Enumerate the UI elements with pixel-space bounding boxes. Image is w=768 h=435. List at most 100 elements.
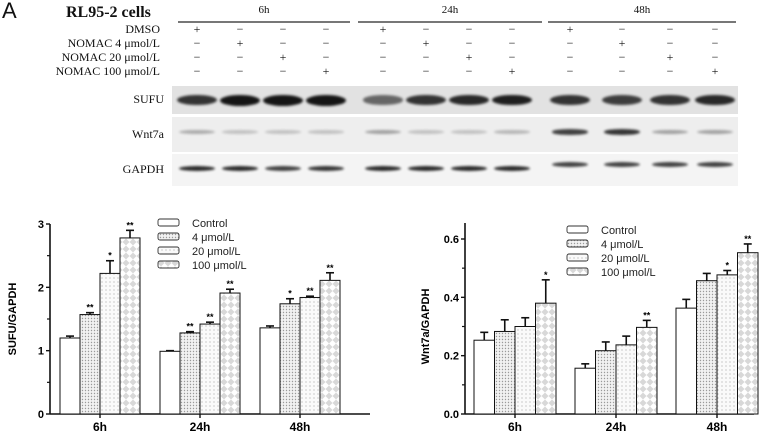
protein-band bbox=[494, 165, 530, 171]
treatment-sign: − bbox=[666, 36, 674, 50]
treatment-sign: + bbox=[465, 50, 473, 64]
legend-label: 4 μmol/L bbox=[192, 232, 234, 244]
treatment-sign: − bbox=[666, 22, 674, 36]
treatment-row-label: NOMAC 4 μmol/L bbox=[67, 36, 160, 50]
protein-band bbox=[451, 130, 487, 134]
significance-marker: * bbox=[725, 261, 729, 271]
legend-label: 4 μmol/L bbox=[601, 239, 643, 251]
protein-band bbox=[179, 130, 215, 134]
treatment-sign: − bbox=[618, 64, 626, 78]
bar bbox=[737, 252, 759, 415]
bar bbox=[636, 326, 658, 415]
timepoint-label: 6h bbox=[258, 4, 270, 16]
protein-band bbox=[308, 130, 344, 134]
protein-band bbox=[652, 161, 688, 167]
bar bbox=[574, 367, 596, 415]
treatment-sign: − bbox=[236, 22, 244, 36]
x-tick-label: 24h bbox=[606, 420, 627, 434]
blot-membrane bbox=[172, 117, 548, 152]
bar bbox=[59, 337, 81, 415]
protein-band bbox=[222, 165, 258, 171]
y-tick-label: 0 bbox=[38, 409, 44, 421]
treatment-sign: + bbox=[711, 64, 719, 78]
bar bbox=[514, 326, 536, 415]
treatment-sign: − bbox=[379, 36, 387, 50]
protein-band bbox=[697, 129, 733, 135]
bar bbox=[99, 272, 121, 415]
treatment-sign: − bbox=[711, 50, 719, 64]
treatment-sign: − bbox=[322, 50, 330, 64]
bar bbox=[199, 323, 221, 415]
timepoint-underline bbox=[548, 21, 736, 23]
treatment-sign: − bbox=[322, 36, 330, 50]
protein-band bbox=[222, 130, 258, 134]
bar bbox=[494, 330, 516, 415]
treatment-sign: + bbox=[666, 50, 674, 64]
blot-label-gapdh: GAPDH bbox=[122, 162, 164, 176]
x-tick-label: 48h bbox=[707, 420, 728, 434]
bar bbox=[279, 303, 301, 415]
legend-label: 100 μmol/L bbox=[601, 267, 656, 279]
treatment-sign: − bbox=[566, 50, 574, 64]
protein-band bbox=[265, 130, 301, 134]
timepoint-label: 24h bbox=[441, 4, 459, 16]
legend-label: 20 μmol/L bbox=[601, 253, 650, 265]
protein-band bbox=[552, 161, 588, 167]
treatment-sign: − bbox=[618, 22, 626, 36]
treatment-row-label: DMSO bbox=[125, 22, 160, 36]
treatment-sign: − bbox=[465, 64, 473, 78]
protein-band bbox=[179, 165, 215, 171]
significance-marker: ** bbox=[86, 303, 94, 313]
bar bbox=[615, 344, 637, 415]
protein-band bbox=[602, 94, 642, 106]
legend-label: 100 μmol/L bbox=[192, 260, 247, 272]
treatment-sign: − bbox=[236, 64, 244, 78]
treatment-sign: + bbox=[566, 22, 574, 36]
treatment-sign: − bbox=[422, 50, 430, 64]
treatment-sign: + bbox=[279, 50, 287, 64]
treatment-sign: − bbox=[566, 64, 574, 78]
y-axis-label: SUFU/GAPDH bbox=[7, 283, 19, 356]
treatment-sign: − bbox=[379, 50, 387, 64]
treatment-sign: + bbox=[322, 64, 330, 78]
legend-swatch bbox=[157, 246, 180, 255]
timepoint-underline bbox=[358, 21, 542, 23]
bar bbox=[259, 327, 281, 415]
treatment-sign: − bbox=[465, 36, 473, 50]
cell-line-title: RL95-2 cells bbox=[66, 4, 151, 21]
legend-label: Control bbox=[601, 225, 636, 237]
treatment-sign: − bbox=[279, 22, 287, 36]
treatment-sign: − bbox=[508, 36, 516, 50]
treatment-sign: − bbox=[422, 22, 430, 36]
treatment-sign: + bbox=[422, 36, 430, 50]
y-tick-label: 0.4 bbox=[444, 292, 460, 304]
significance-marker: ** bbox=[326, 263, 334, 273]
bar bbox=[319, 279, 341, 415]
protein-band bbox=[697, 161, 733, 167]
x-tick-label: 6h bbox=[508, 420, 522, 434]
legend-swatch bbox=[566, 225, 589, 234]
protein-band bbox=[695, 94, 735, 106]
treatment-sign: − bbox=[279, 64, 287, 78]
treatment-sign: − bbox=[711, 36, 719, 50]
protein-band bbox=[308, 165, 344, 171]
protein-band bbox=[408, 165, 444, 171]
treatment-sign: − bbox=[236, 50, 244, 64]
treatment-sign: − bbox=[193, 50, 201, 64]
legend-swatch bbox=[566, 267, 589, 276]
protein-band bbox=[220, 94, 260, 106]
treatment-sign: − bbox=[279, 36, 287, 50]
significance-marker: * bbox=[544, 270, 548, 280]
protein-band bbox=[552, 129, 588, 135]
treatment-sign: − bbox=[618, 50, 626, 64]
timepoint-underline bbox=[178, 21, 350, 23]
protein-band bbox=[365, 165, 401, 171]
protein-band bbox=[492, 94, 532, 106]
y-tick-label: 0.6 bbox=[444, 234, 459, 246]
y-tick-label: 2 bbox=[38, 282, 44, 294]
bar bbox=[119, 237, 141, 415]
protein-band bbox=[650, 94, 690, 106]
bar bbox=[473, 339, 495, 415]
timepoint-label: 48h bbox=[633, 4, 651, 16]
